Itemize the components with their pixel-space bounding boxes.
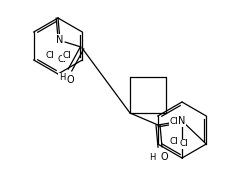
Text: N: N (178, 116, 186, 126)
Text: Cl: Cl (179, 139, 188, 149)
Text: N: N (56, 35, 64, 45)
Text: Cl: Cl (58, 55, 67, 64)
Text: H: H (149, 152, 155, 161)
Text: Cl: Cl (169, 137, 178, 146)
Text: O: O (160, 152, 168, 162)
Text: O: O (66, 75, 74, 85)
Text: Cl: Cl (63, 52, 72, 61)
Text: Cl: Cl (169, 118, 178, 127)
Text: Cl: Cl (45, 52, 54, 61)
Text: H: H (59, 74, 65, 83)
